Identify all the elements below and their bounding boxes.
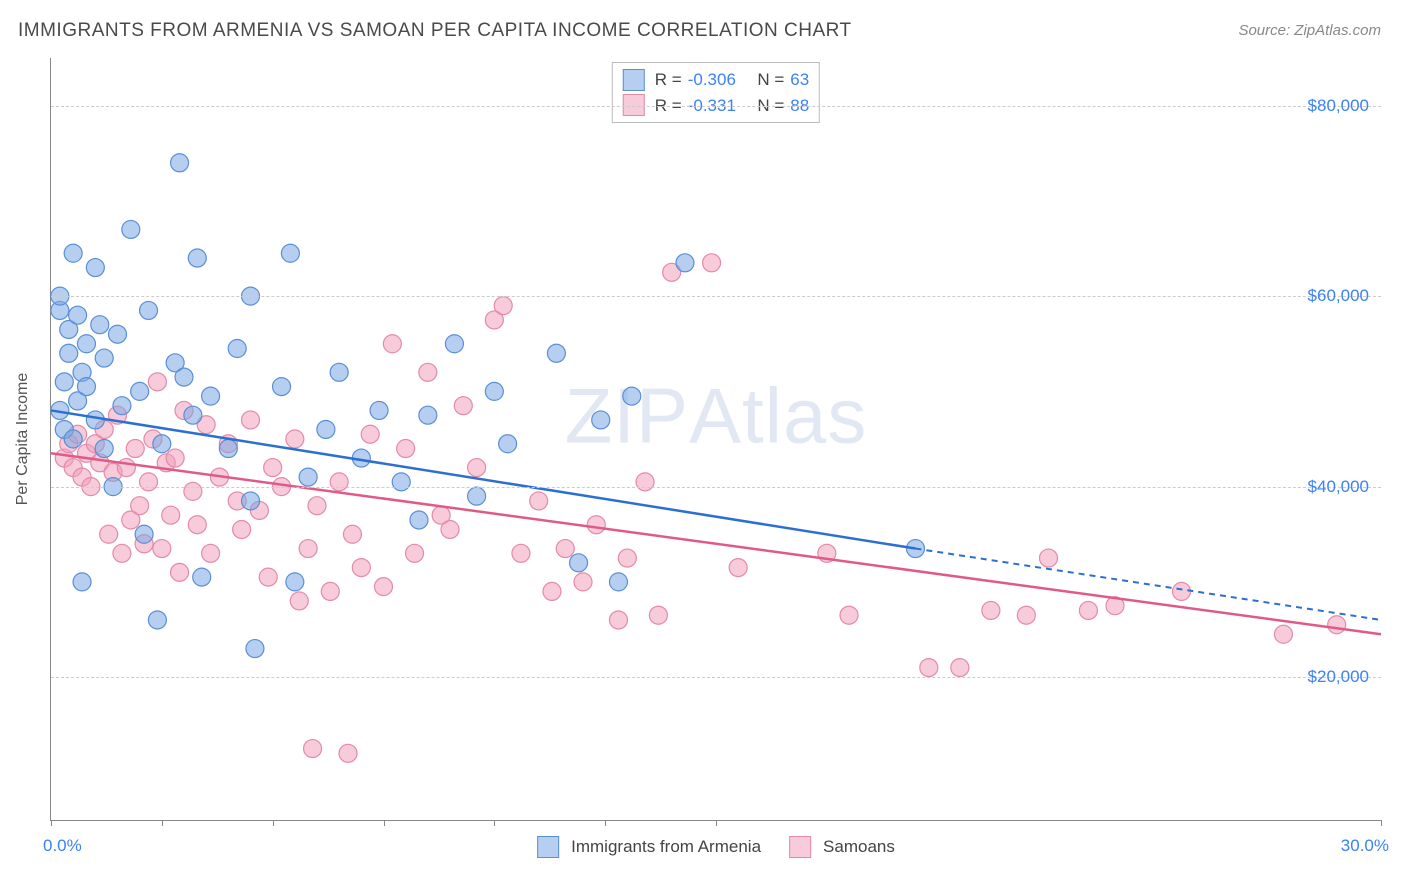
y-tick-label: $20,000 (1308, 667, 1369, 687)
x-axis-max-label: 30.0% (1341, 836, 1389, 856)
scatter-plot: Per Capita Income R = -0.306 N = 63 R = … (50, 58, 1381, 821)
x-axis-min-label: 0.0% (43, 836, 82, 856)
y-tick-label: $80,000 (1308, 96, 1369, 116)
legend-item-1: Immigrants from Armenia (537, 836, 761, 858)
source-attribution: Source: ZipAtlas.com (1238, 22, 1381, 39)
y-axis-label: Per Capita Income (14, 373, 32, 506)
series-legend: Immigrants from Armenia Samoans (537, 836, 895, 858)
legend-item-2: Samoans (789, 836, 895, 858)
legend-swatch-2 (789, 836, 811, 858)
y-tick-label: $60,000 (1308, 286, 1369, 306)
y-tick-label: $40,000 (1308, 477, 1369, 497)
legend-swatch-1 (537, 836, 559, 858)
plot-svg (51, 58, 1381, 820)
chart-title: IMMIGRANTS FROM ARMENIA VS SAMOAN PER CA… (18, 20, 852, 42)
